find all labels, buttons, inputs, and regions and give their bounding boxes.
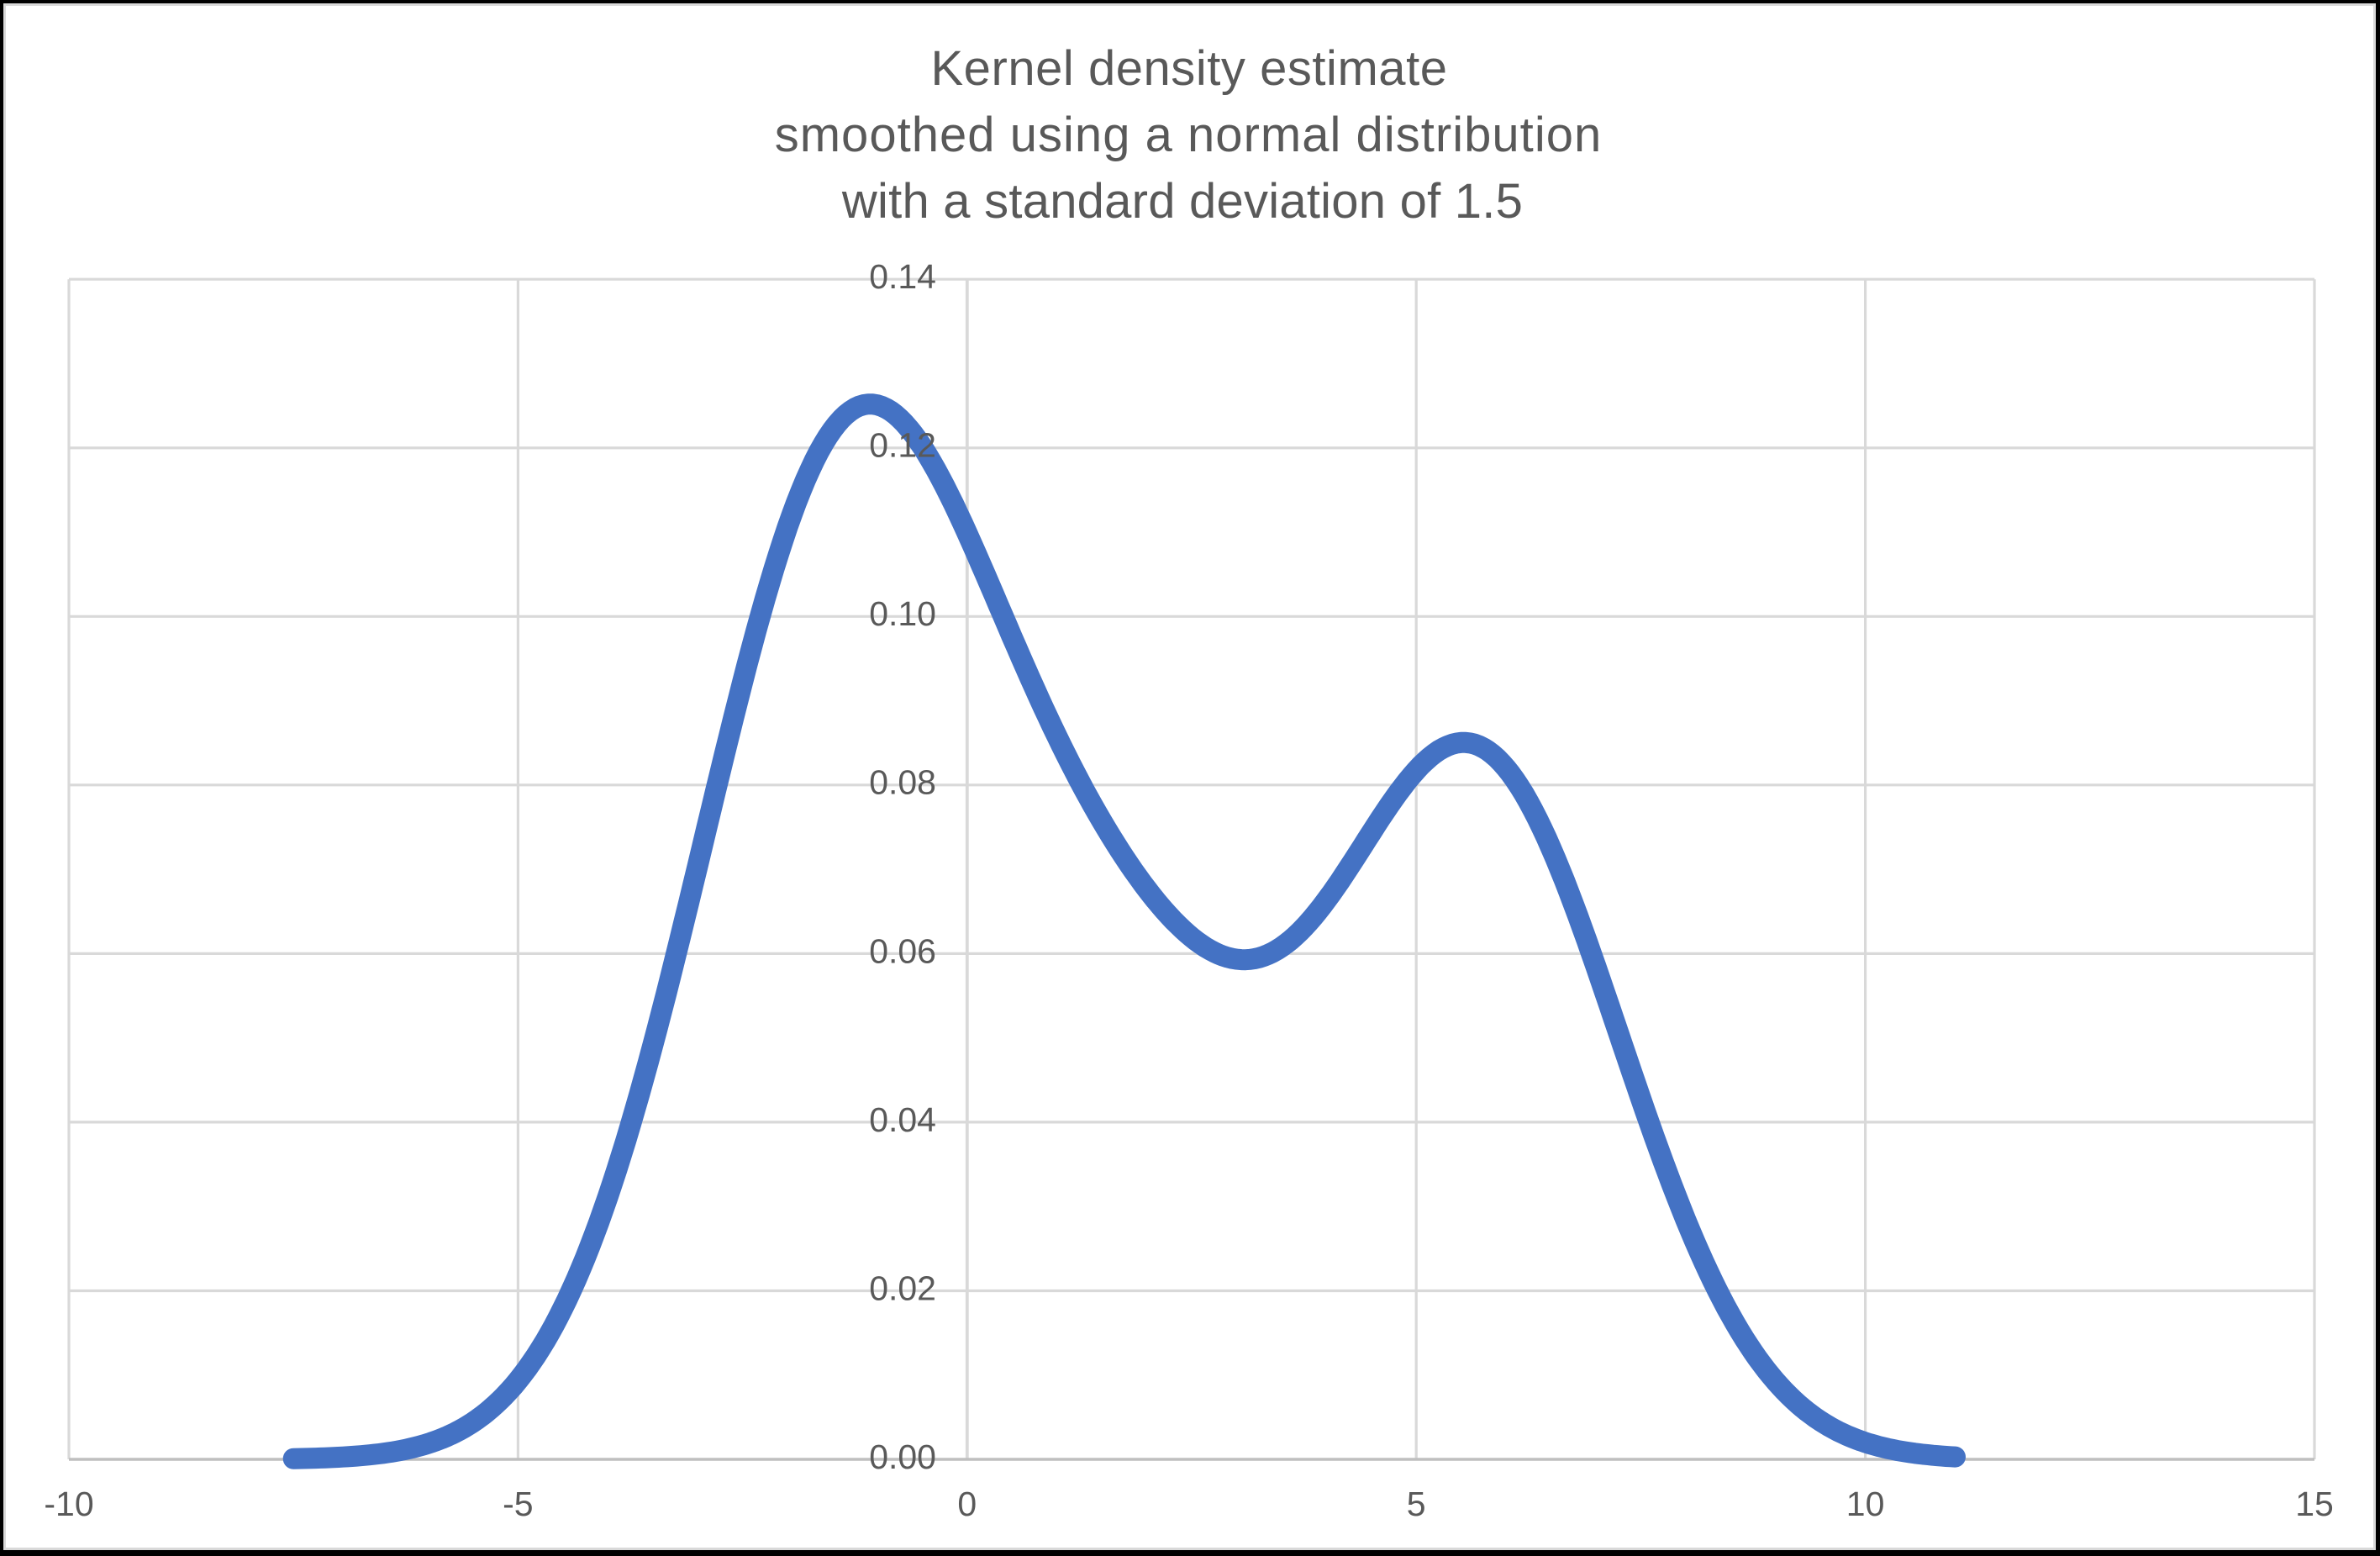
svg-text:0.06: 0.06 (869, 931, 936, 970)
svg-text:5: 5 (1407, 1485, 1426, 1523)
svg-text:smoothed using a normal distri: smoothed using a normal distribution (775, 108, 1603, 162)
svg-text:0.00: 0.00 (869, 1437, 936, 1476)
svg-text:0: 0 (957, 1485, 977, 1523)
svg-text:with a standard deviation of 1: with a standard deviation of 1.5 (841, 174, 1523, 229)
svg-text:15: 15 (2295, 1485, 2334, 1523)
svg-text:-5: -5 (503, 1485, 533, 1523)
svg-text:-10: -10 (44, 1485, 93, 1523)
svg-text:10: 10 (1846, 1485, 1885, 1523)
svg-text:0.14: 0.14 (869, 257, 936, 296)
svg-text:Kernel density estimate: Kernel density estimate (930, 41, 1447, 96)
svg-text:0.02: 0.02 (869, 1269, 936, 1307)
svg-text:0.10: 0.10 (869, 594, 936, 633)
svg-text:0.04: 0.04 (869, 1100, 936, 1139)
svg-text:0.08: 0.08 (869, 763, 936, 802)
svg-text:0.12: 0.12 (869, 426, 936, 465)
